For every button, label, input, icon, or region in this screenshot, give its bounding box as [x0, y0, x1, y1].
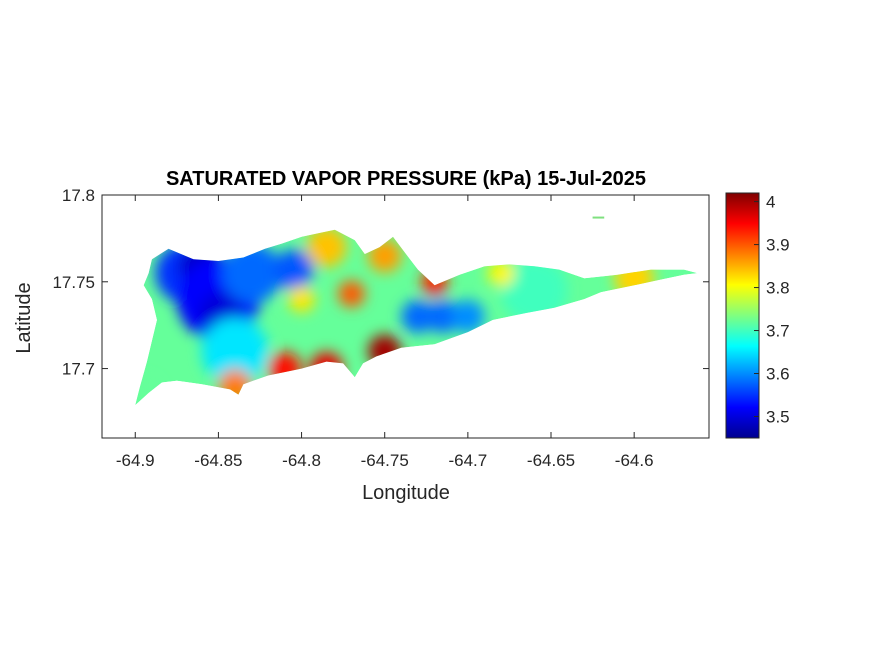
- field-center-7: [401, 299, 435, 334]
- x-axis: -64.9 -64.85 -64.8 -64.75 -64.7 -64.65 -64.6: [116, 195, 654, 470]
- x-tick-label: -64.75: [361, 451, 409, 470]
- x-tick-label: -64.6: [615, 451, 654, 470]
- x-tick-label: -64.9: [116, 451, 155, 470]
- colorbar-ticks: 3.5 3.6 3.7 3.8 3.9 4: [754, 193, 790, 427]
- field-center-9: [451, 299, 485, 334]
- field-center-8: [426, 299, 460, 334]
- field-center-4: [221, 243, 282, 303]
- colorbar-tick-label: 3.5: [766, 408, 790, 427]
- field-center-18: [306, 229, 347, 268]
- field-center-21: [614, 258, 655, 299]
- colorbar-tick-label: 3.9: [766, 236, 790, 255]
- x-tick-label: -64.8: [282, 451, 321, 470]
- colorbar-tick-label: 3.8: [766, 279, 790, 298]
- field-center-13: [268, 352, 302, 386]
- field-center-19: [288, 285, 315, 313]
- x-axis-label: Longitude: [362, 482, 450, 504]
- field-center-6: [201, 317, 269, 385]
- field-center-17: [368, 239, 402, 273]
- y-tick-label: 17.7: [62, 360, 95, 379]
- field-center-10: [501, 257, 568, 324]
- heatmap-field: [135, 229, 698, 405]
- colorbar-tick-label: 3.7: [766, 322, 790, 341]
- field-center-11: [368, 334, 402, 368]
- y-tick-label: 17.75: [52, 273, 95, 292]
- y-axis-label: Latitude: [13, 282, 35, 353]
- y-tick-label: 17.8: [62, 186, 95, 205]
- colorbar: 3.5 3.6 3.7 3.8 3.9 4: [725, 192, 790, 439]
- colorbar-tick-label: 3.6: [766, 365, 790, 384]
- field-center-14: [218, 369, 252, 403]
- y-axis: 17.7 17.75 17.8: [52, 186, 709, 379]
- field-center-16: [338, 280, 365, 308]
- field-center-20: [487, 259, 515, 287]
- axes-box: [101, 194, 710, 439]
- x-tick-label: -64.85: [194, 451, 242, 470]
- chart-title: SATURATED VAPOR PRESSURE (kPa) 15-Jul-20…: [166, 168, 646, 190]
- field-center-12: [309, 352, 344, 386]
- colorbar-tick-label: 4: [766, 193, 775, 212]
- colorbar-gradient: [725, 192, 760, 439]
- field-center-15: [421, 268, 448, 296]
- x-tick-label: -64.65: [527, 451, 575, 470]
- field-center-5: [273, 249, 314, 290]
- field-center-22: [135, 378, 161, 405]
- x-tick-label: -64.7: [448, 451, 487, 470]
- plot-area: -64.9 -64.85 -64.8 -64.75 -64.7 -64.65 -64.6 1…: [52, 186, 710, 470]
